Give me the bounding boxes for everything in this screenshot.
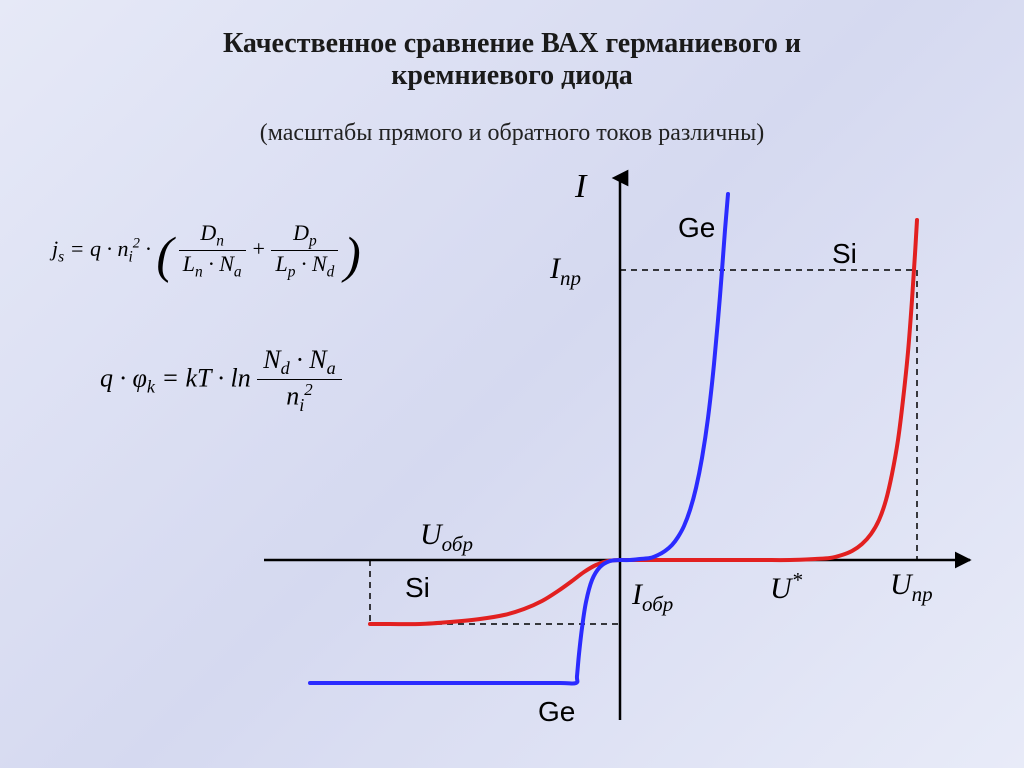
label-Iobr: Iобр [632, 578, 673, 617]
slide-title: Качественное сравнение ВАХ германиевого … [0, 28, 1024, 92]
label-Upr: Uпр [890, 568, 933, 607]
label-Si_bot: Si [405, 572, 430, 604]
chart-svg [250, 160, 1010, 760]
label-I: I [575, 168, 586, 206]
slide-subtitle: (масштабы прямого и обратного токов разл… [0, 120, 1024, 147]
label-Ge_bot: Ge [538, 696, 575, 728]
label-Uobr: Uобр [420, 518, 473, 557]
slide: { "title":{"line1":"Качественное сравнен… [0, 0, 1024, 768]
label-Ustar: U* [770, 568, 802, 606]
title-line1: Качественное сравнение ВАХ германиевого … [223, 28, 801, 59]
label-Ipr: Iпр [550, 252, 581, 291]
label-Si_top: Si [832, 238, 857, 270]
curve-ge-forward [620, 194, 728, 560]
curve-si-forward [620, 220, 917, 560]
label-Ge_top: Ge [678, 212, 715, 244]
iv-chart: I Iпр Iобр Uобр U* Uпр Ge Si Si Ge [250, 160, 1010, 760]
title-line2: кремниевого диода [391, 60, 633, 91]
